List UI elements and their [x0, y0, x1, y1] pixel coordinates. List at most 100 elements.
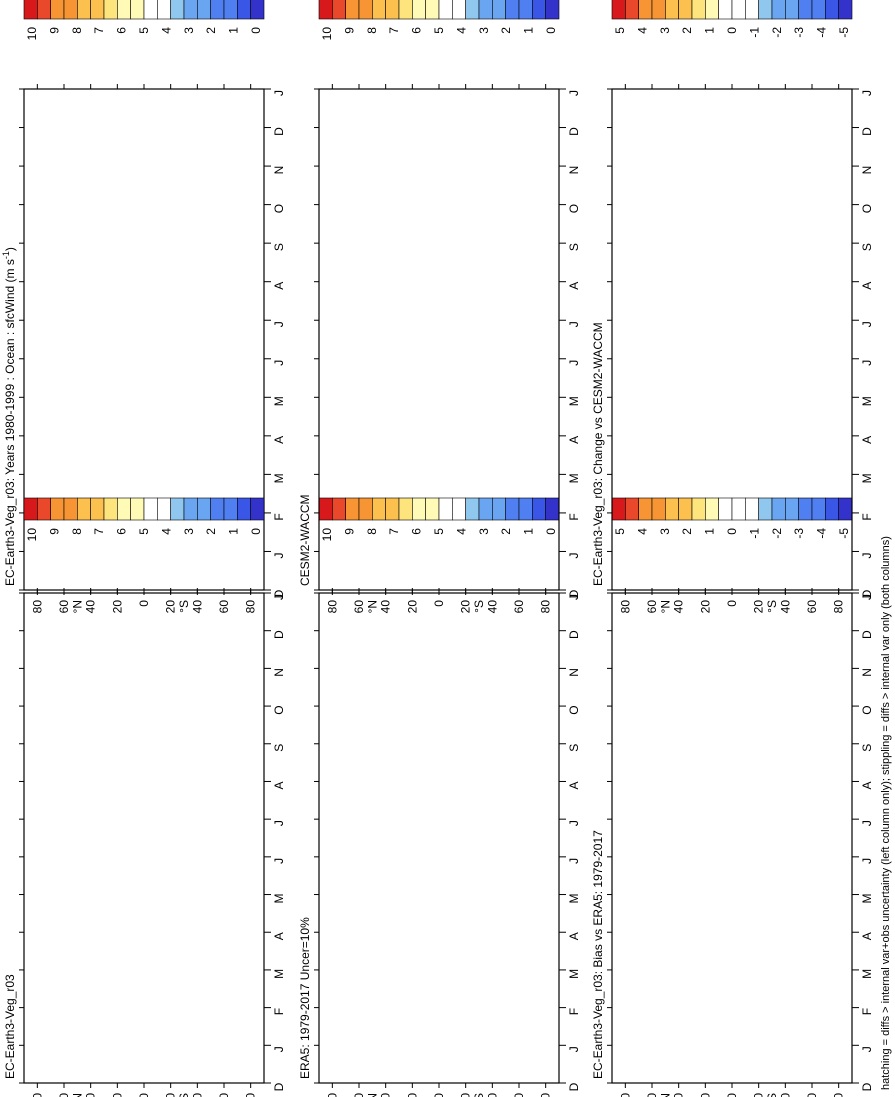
- heatmap-cell: [96, 885, 101, 895]
- heatmap-cell: [88, 895, 93, 905]
- heatmap-cell: [140, 1055, 145, 1065]
- heatmap-cell: [100, 195, 105, 205]
- heatmap-cell: [56, 753, 61, 763]
- heatmap-cell: [184, 253, 189, 263]
- heatmap-cell: [196, 571, 201, 581]
- heatmap-cell: [148, 340, 153, 350]
- heatmap-cell: [256, 291, 261, 301]
- heatmap-cell: [96, 397, 101, 407]
- heatmap-cell: [104, 378, 109, 388]
- heatmap-cell: [136, 612, 141, 622]
- heatmap-cell: [152, 659, 157, 669]
- heatmap-cell: [200, 128, 205, 138]
- heatmap-cell: [100, 631, 105, 641]
- heatmap-cell: [144, 551, 149, 561]
- heatmap-cell: [68, 810, 73, 820]
- heatmap-cell: [92, 330, 97, 340]
- heatmap-cell: [152, 262, 157, 272]
- heatmap-cell: [40, 697, 45, 707]
- heatmap-cell: [80, 904, 85, 914]
- heatmap-cell: [116, 1064, 121, 1074]
- heatmap-cell: [148, 913, 153, 923]
- heatmap-cell: [124, 1045, 129, 1055]
- heatmap-cell: [56, 942, 61, 952]
- heatmap-cell: [32, 772, 37, 782]
- heatmap-cell: [112, 716, 117, 726]
- heatmap-cell: [112, 913, 117, 923]
- heatmap-cell: [160, 580, 165, 590]
- heatmap-cell: [24, 923, 29, 933]
- x-tick-label: M: [272, 396, 286, 406]
- heatmap-cell: [152, 340, 157, 350]
- heatmap-cell: [144, 137, 149, 147]
- heatmap-cell: [112, 1026, 117, 1036]
- heatmap-cell: [68, 445, 73, 455]
- heatmap-cell: [168, 205, 173, 215]
- heatmap-cell: [112, 214, 117, 224]
- heatmap-cell: [104, 1055, 109, 1065]
- heatmap-cell: [112, 205, 117, 215]
- heatmap-cell: [48, 166, 53, 176]
- heatmap-cell: [120, 301, 125, 311]
- heatmap-cell: [104, 185, 109, 195]
- heatmap-cell: [136, 857, 141, 867]
- heatmap-cell: [112, 800, 117, 810]
- heatmap-cell: [180, 89, 185, 99]
- heatmap-cell: [56, 904, 61, 914]
- heatmap-cell: [156, 725, 161, 735]
- heatmap-cell: [100, 932, 105, 942]
- heatmap-cell: [248, 407, 253, 417]
- heatmap-cell: [72, 1055, 77, 1065]
- heatmap-cell: [116, 668, 121, 678]
- heatmap-cell: [176, 176, 181, 186]
- heatmap-cell: [236, 205, 241, 215]
- heatmap-cell: [200, 551, 205, 561]
- heatmap-cell: [168, 147, 173, 157]
- heatmap-cell: [128, 1074, 133, 1084]
- heatmap-cell: [156, 426, 161, 436]
- heatmap-cell: [200, 474, 205, 484]
- heatmap-cell: [24, 1045, 29, 1055]
- heatmap-cell: [120, 272, 125, 282]
- heatmap-cell: [104, 838, 109, 848]
- heatmap-cell: [48, 282, 53, 292]
- heatmap-cell: [156, 301, 161, 311]
- heatmap-cell: [232, 137, 237, 147]
- heatmap-cell: [136, 580, 141, 590]
- heatmap-cell: [108, 1008, 113, 1018]
- heatmap-cell: [28, 847, 33, 857]
- heatmap-cell: [32, 1008, 37, 1018]
- heatmap-cell: [68, 282, 73, 292]
- heatmap-cell: [180, 205, 185, 215]
- heatmap-cell: [132, 166, 137, 176]
- heatmap-cell: [32, 176, 37, 186]
- heatmap-cell: [76, 678, 81, 688]
- heatmap-cell: [208, 330, 213, 340]
- heatmap-cell: [104, 128, 109, 138]
- heatmap-cell: [64, 678, 69, 688]
- heatmap-cell: [188, 561, 193, 571]
- heatmap-cell: [148, 932, 153, 942]
- heatmap-cell: [72, 734, 77, 744]
- heatmap-cell: [60, 118, 65, 128]
- heatmap-cell: [252, 571, 257, 581]
- heatmap-cell: [224, 224, 229, 234]
- heatmap-cell: [112, 185, 117, 195]
- heatmap-cell: [96, 282, 101, 292]
- heatmap-cell: [228, 311, 233, 321]
- heatmap-cell: [156, 631, 161, 641]
- x-tick-label: O: [272, 204, 286, 213]
- heatmap-cell: [116, 561, 121, 571]
- heatmap-cell: [68, 185, 73, 195]
- heatmap-cell: [144, 979, 149, 989]
- heatmap-cell: [128, 176, 133, 186]
- heatmap-cell: [28, 340, 33, 350]
- heatmap-cell: [200, 320, 205, 330]
- heatmap-cell: [124, 1064, 129, 1074]
- heatmap-cell: [112, 426, 117, 436]
- heatmap-cell: [44, 913, 49, 923]
- heatmap-cell: [244, 474, 249, 484]
- heatmap-cell: [188, 388, 193, 398]
- heatmap-cell: [120, 621, 125, 631]
- heatmap-cell: [188, 224, 193, 234]
